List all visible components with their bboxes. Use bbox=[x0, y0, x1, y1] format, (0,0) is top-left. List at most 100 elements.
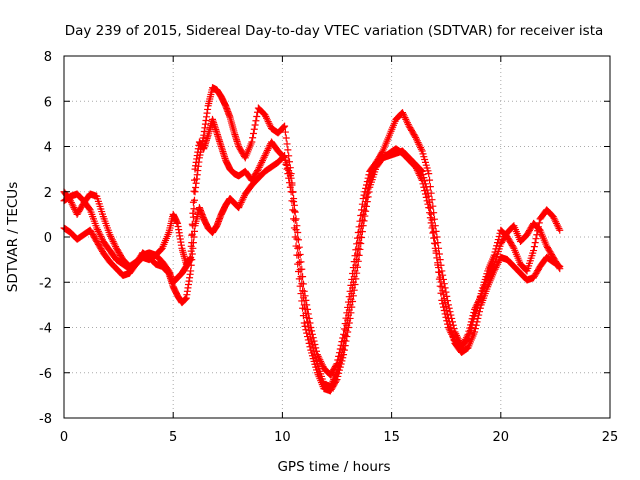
data-point-marker bbox=[424, 189, 432, 197]
data-point-marker bbox=[356, 217, 364, 225]
data-point-marker bbox=[414, 139, 422, 147]
data-point-marker bbox=[302, 326, 310, 334]
data-point-marker bbox=[294, 228, 302, 236]
data-point-marker bbox=[475, 297, 483, 305]
data-point-marker bbox=[435, 275, 443, 283]
data-point-marker bbox=[96, 231, 104, 239]
data-point-marker bbox=[360, 191, 368, 199]
data-point-marker bbox=[362, 181, 370, 189]
data-point-marker bbox=[304, 310, 312, 318]
data-point-marker bbox=[425, 192, 433, 200]
data-point-marker bbox=[421, 177, 429, 185]
data-point-marker bbox=[459, 340, 467, 348]
data-point-marker bbox=[249, 134, 257, 142]
data-point-marker bbox=[335, 349, 343, 357]
y-tick-label: 8 bbox=[44, 50, 52, 65]
data-point-marker bbox=[263, 148, 271, 156]
data-point-marker bbox=[313, 347, 321, 355]
data-point-marker bbox=[417, 145, 425, 153]
data-point-marker bbox=[401, 114, 409, 122]
data-point-marker bbox=[257, 160, 265, 168]
data-point-marker bbox=[476, 295, 484, 303]
y-tick-label: 6 bbox=[44, 95, 52, 110]
data-point-marker bbox=[358, 206, 366, 214]
data-point-marker bbox=[431, 240, 439, 248]
data-point-marker bbox=[308, 330, 316, 338]
data-point-marker bbox=[433, 254, 441, 262]
data-point-marker bbox=[471, 304, 479, 312]
data-point-marker bbox=[403, 117, 411, 125]
data-point-marker bbox=[308, 327, 316, 335]
data-point-marker bbox=[291, 208, 299, 216]
data-point-marker bbox=[439, 303, 447, 311]
data-point-marker bbox=[363, 178, 371, 186]
data-point-marker bbox=[432, 247, 440, 255]
data-point-marker bbox=[345, 293, 353, 301]
data-point-marker bbox=[304, 333, 312, 341]
axis-ticks: 0 5 10 15 20 25 -8 -6 -4 -2 0 2 4 6 8 bbox=[39, 50, 618, 445]
data-point-marker bbox=[305, 314, 313, 322]
data-point-marker bbox=[112, 243, 120, 251]
data-point-marker bbox=[67, 198, 75, 206]
data-point-marker bbox=[448, 330, 456, 338]
data-point-marker bbox=[445, 325, 453, 333]
data-point-marker bbox=[157, 246, 165, 254]
data-point-marker bbox=[485, 272, 493, 280]
data-point-marker bbox=[94, 227, 102, 235]
data-point-marker bbox=[417, 144, 425, 152]
data-point-marker bbox=[402, 115, 410, 123]
data-point-marker bbox=[289, 188, 297, 196]
data-point-marker bbox=[263, 114, 271, 122]
data-point-marker bbox=[476, 308, 484, 316]
data-point-marker bbox=[556, 226, 564, 234]
data-point-marker bbox=[314, 352, 322, 360]
data-point-marker bbox=[362, 202, 370, 210]
data-point-marker bbox=[348, 275, 356, 283]
data-point-marker bbox=[70, 204, 78, 212]
data-point-marker bbox=[97, 232, 105, 240]
data-point-marker bbox=[299, 280, 307, 288]
data-point-marker bbox=[188, 231, 196, 239]
data-point-marker bbox=[403, 119, 411, 127]
data-point-marker bbox=[94, 226, 102, 234]
data-point-marker bbox=[361, 188, 369, 196]
data-point-marker bbox=[295, 236, 303, 244]
data-points bbox=[60, 84, 564, 395]
data-point-marker bbox=[111, 241, 119, 249]
data-point-marker bbox=[441, 310, 449, 318]
data-point-marker bbox=[473, 300, 481, 308]
data-point-marker bbox=[281, 122, 289, 130]
data-point-marker bbox=[437, 289, 445, 297]
data-point-marker bbox=[318, 361, 326, 369]
data-point-marker bbox=[485, 270, 493, 278]
data-point-marker bbox=[279, 124, 287, 132]
data-point-marker bbox=[435, 268, 443, 276]
data-point-marker bbox=[429, 229, 437, 237]
data-point-marker bbox=[412, 133, 420, 141]
data-point-marker bbox=[343, 309, 351, 317]
data-point-marker bbox=[404, 120, 412, 128]
data-point-marker bbox=[302, 296, 310, 304]
data-point-marker bbox=[464, 330, 472, 338]
data-point-marker bbox=[462, 334, 470, 342]
data-point-marker bbox=[334, 372, 342, 380]
data-point-marker bbox=[312, 344, 320, 352]
data-point-marker bbox=[261, 152, 269, 160]
data-point-marker bbox=[306, 343, 314, 351]
data-point-marker bbox=[236, 202, 244, 210]
data-point-marker bbox=[342, 314, 350, 322]
x-tick-label: 0 bbox=[60, 430, 68, 445]
data-point-marker bbox=[458, 342, 466, 350]
data-point-marker bbox=[426, 198, 434, 206]
x-tick-label: 15 bbox=[383, 430, 400, 445]
data-point-marker bbox=[287, 174, 295, 182]
data-point-marker bbox=[338, 357, 346, 365]
data-point-marker bbox=[108, 234, 116, 242]
data-point-marker bbox=[299, 273, 307, 281]
data-point-marker bbox=[236, 200, 244, 208]
data-point-marker bbox=[256, 162, 264, 170]
data-point-marker bbox=[428, 216, 436, 224]
data-point-marker bbox=[283, 140, 291, 148]
y-tick-label: 2 bbox=[44, 186, 52, 201]
